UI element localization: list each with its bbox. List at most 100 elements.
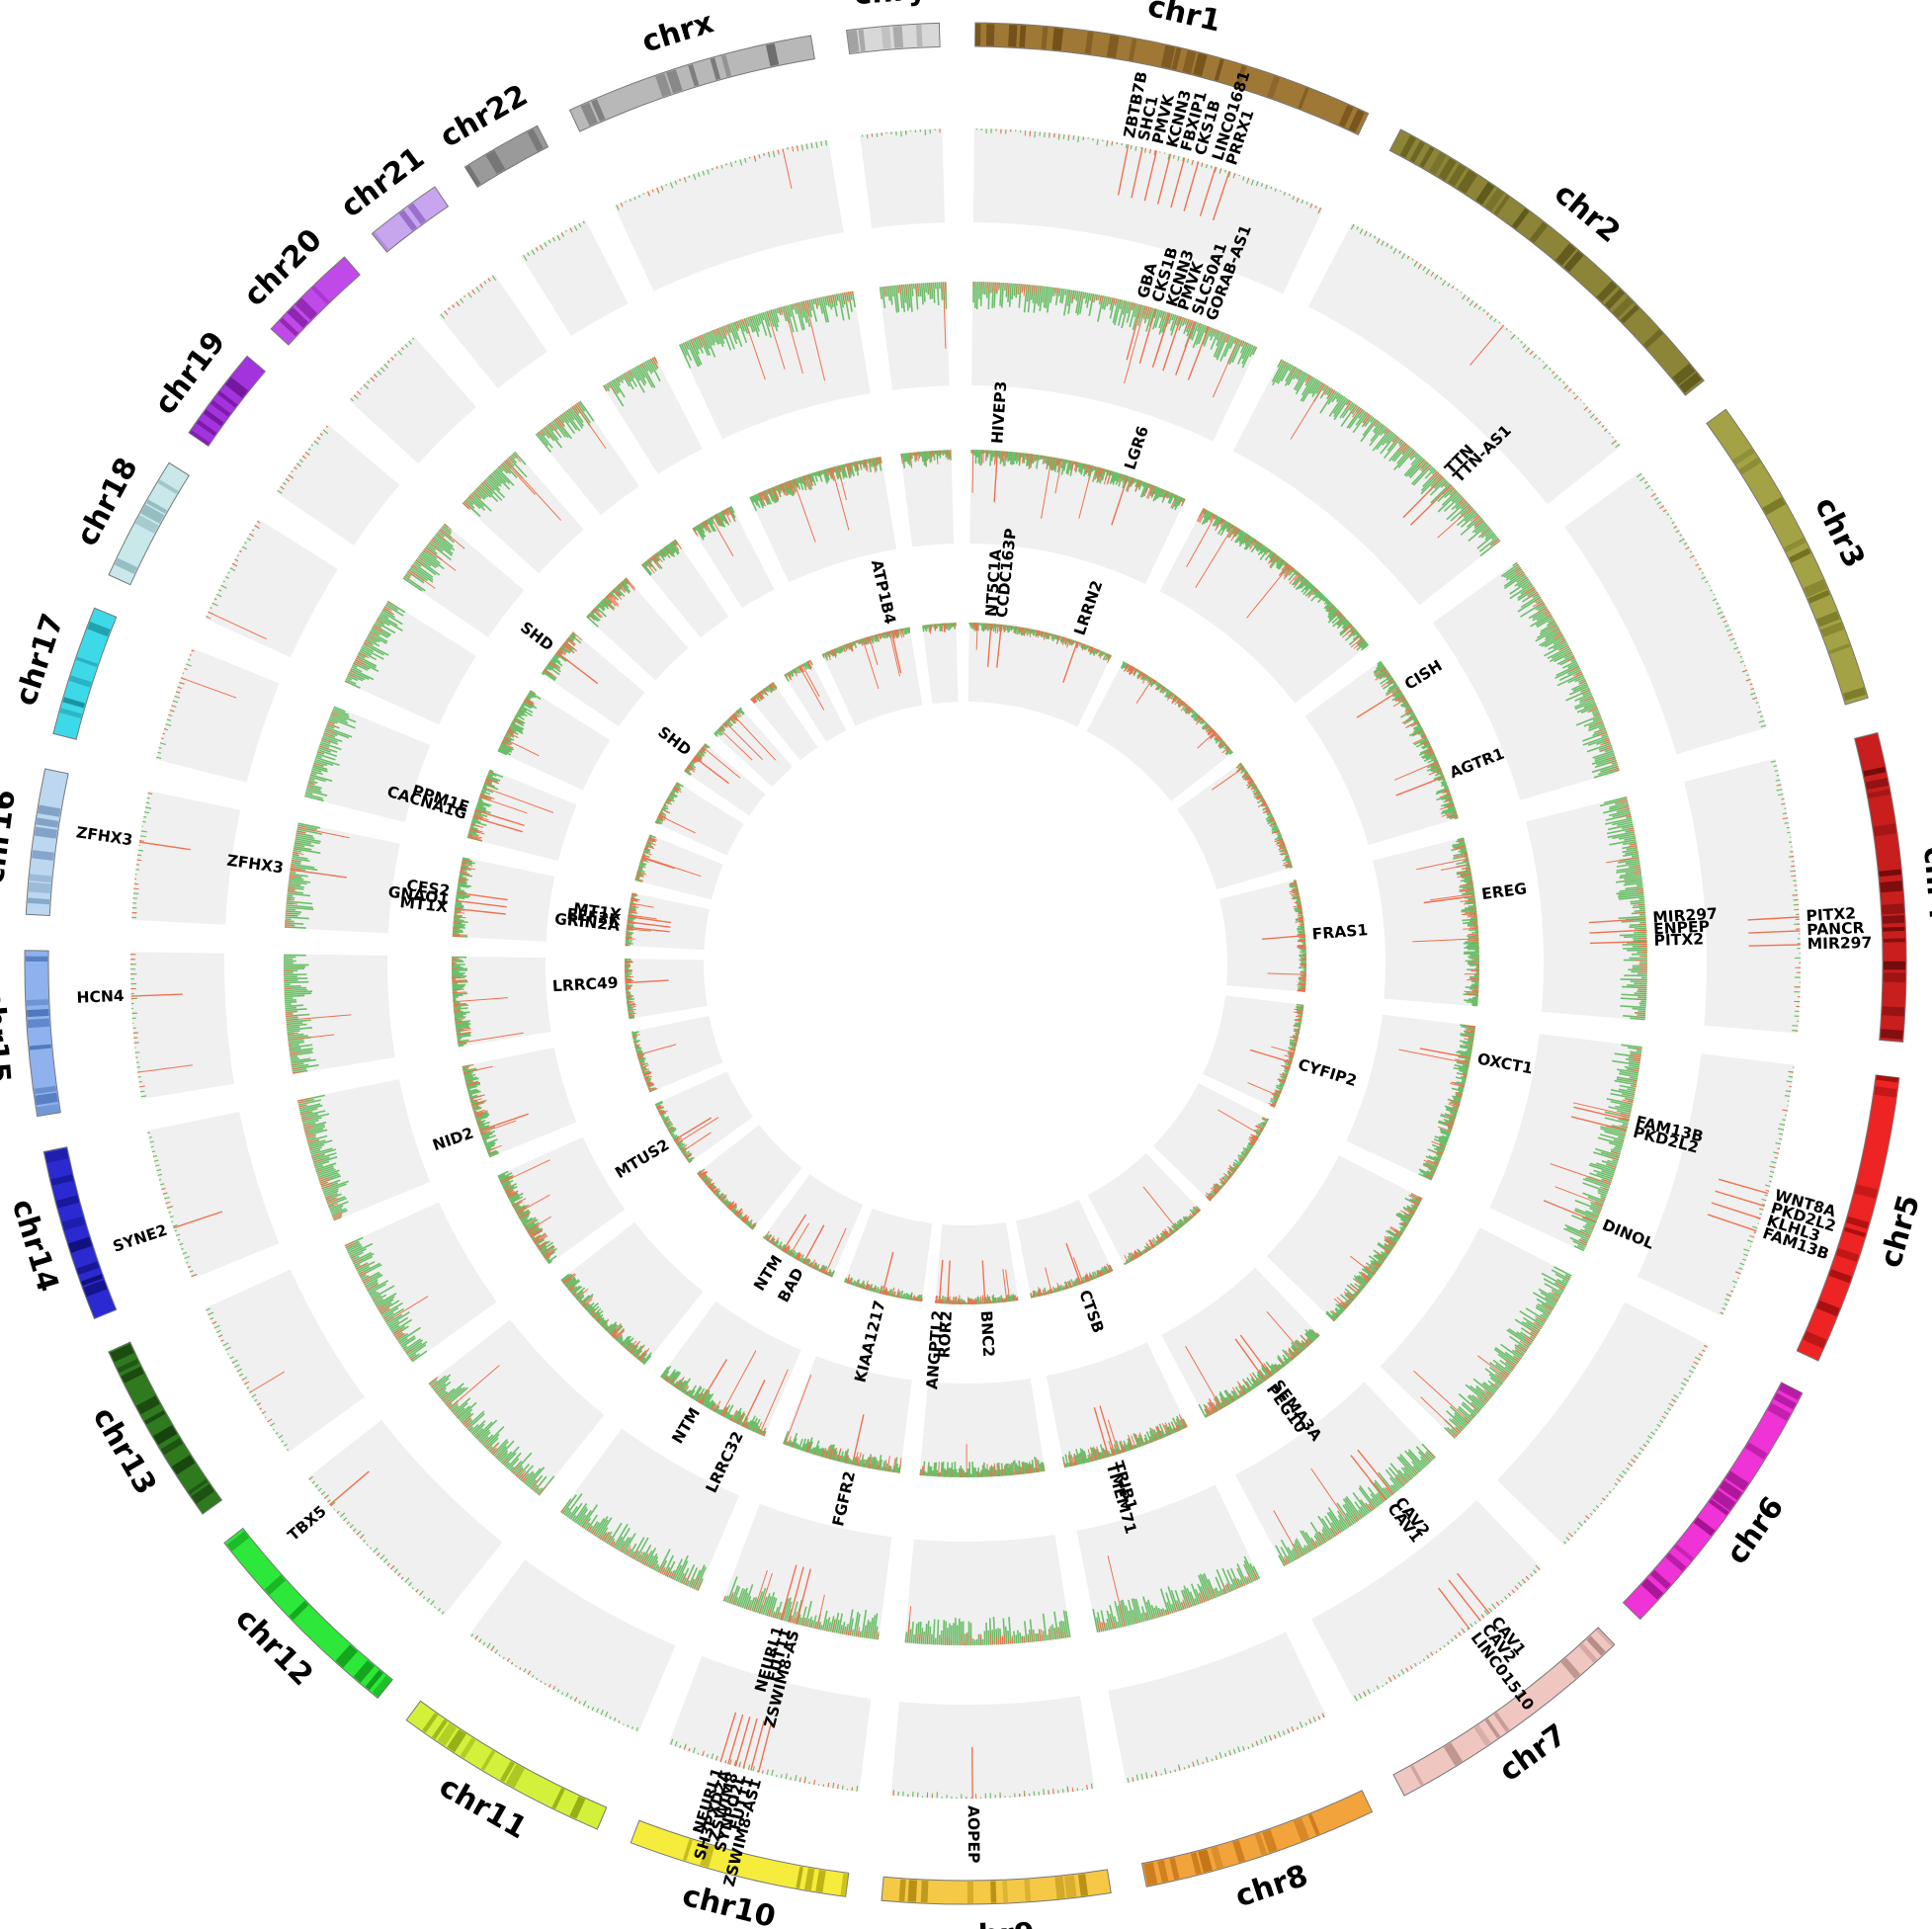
ideogram-band [398, 210, 417, 231]
gene-spike [1138, 308, 1157, 365]
ideogram-band [157, 479, 179, 495]
series-green-bars [451, 956, 471, 1048]
gene-spike [782, 1214, 807, 1252]
ideogram-band [700, 1844, 715, 1868]
gene-label: EREG [1480, 880, 1528, 903]
ideogram-band [1008, 25, 1018, 47]
ideogram-band [580, 102, 598, 126]
gene-spike [130, 993, 183, 997]
ideogram-band [294, 297, 318, 320]
ideogram-band [1679, 372, 1703, 393]
series-red-bars [1063, 1413, 1188, 1468]
ideogram-band [34, 826, 57, 839]
ideogram-band [422, 1713, 439, 1733]
ideogram-band [1578, 1642, 1598, 1663]
gene-spike [1438, 1587, 1470, 1631]
gene-label: MT1X [399, 893, 449, 916]
gene-label: PITX2 [1653, 930, 1704, 950]
series-red-bars [684, 291, 854, 381]
ideogram-chr11 [405, 1700, 608, 1830]
gene-spike [1162, 316, 1182, 372]
ideogram-band [26, 956, 48, 963]
gene-spike [981, 1260, 986, 1304]
ideogram-band [1041, 27, 1049, 49]
ideogram-band [1193, 52, 1208, 77]
ideogram-band [591, 99, 606, 122]
gene-spike [628, 915, 671, 924]
gene-spike [454, 907, 506, 915]
series-red-bars [919, 1444, 1046, 1478]
series-red-bars [1398, 1025, 1476, 1180]
series-red-bars [1330, 1192, 1423, 1322]
gene-spike [1187, 326, 1210, 380]
track-background [900, 450, 955, 547]
track-background [697, 1125, 802, 1230]
track-background [147, 1112, 280, 1280]
ideogram-chr22 [463, 125, 549, 188]
gene-spike [719, 1712, 737, 1763]
series-red-bars [402, 523, 465, 589]
series-red-bars [147, 1132, 197, 1278]
ideogram-band [1493, 1712, 1510, 1732]
chromosome-label: chr15 [0, 987, 17, 1084]
series-green-bars [968, 623, 1113, 661]
ideogram-chrx [568, 35, 815, 132]
ideogram-band [1842, 687, 1867, 702]
series-red-bars [616, 145, 799, 208]
ideogram-band [1293, 1817, 1309, 1842]
ideogram-band [1493, 195, 1510, 215]
gene-spike [1711, 1202, 1761, 1219]
ideogram-chr9 [881, 1869, 1112, 1905]
track-background [714, 707, 794, 788]
series-red-bars [871, 128, 941, 137]
series-red-bars [588, 577, 635, 620]
ideogram-chr8 [1141, 1790, 1374, 1887]
ideogram-band [1051, 28, 1064, 51]
gene-spike [1573, 1106, 1630, 1122]
ideogram-band [1443, 1742, 1464, 1766]
series-red-bars [663, 1350, 789, 1437]
ideogram-band [1784, 538, 1806, 552]
chromosome-label: chry [853, 0, 928, 12]
track-background [586, 577, 689, 681]
ideogram-band [1298, 87, 1309, 110]
gene-spike [1151, 312, 1171, 369]
ideogram-band [1883, 961, 1905, 970]
track-background [1266, 1155, 1423, 1322]
ideogram-band [1484, 188, 1504, 211]
ideogram-band [480, 1750, 496, 1771]
track-background [1304, 660, 1459, 845]
track-background [1153, 1083, 1269, 1202]
ideogram-chr10 [630, 1819, 850, 1897]
gene-label: MTUS2 [612, 1135, 672, 1182]
ideogram-band [1865, 778, 1889, 791]
series-red-bars [1124, 1186, 1201, 1264]
ideogram-band [682, 1838, 693, 1862]
gene-label: MIR297 [1652, 905, 1719, 927]
gene-spike [1718, 1178, 1769, 1195]
gene-spike [673, 1117, 713, 1141]
ideogram-band [264, 1574, 287, 1596]
ideogram-band [881, 27, 891, 49]
gene-spike [1143, 150, 1157, 202]
ideogram-band [83, 1280, 108, 1298]
ideogram-band [121, 1366, 144, 1384]
ideogram-band [1803, 579, 1828, 598]
series-red-bars [935, 1269, 1019, 1305]
ideogram-band [1712, 1489, 1736, 1511]
gene-spike [1111, 475, 1130, 526]
track-background [722, 1503, 892, 1640]
ideogram-band [31, 850, 54, 861]
series-red-bars [462, 1063, 517, 1155]
gene-label: LRRC49 [551, 974, 619, 996]
series-red-bars [757, 457, 882, 543]
gene-spike [626, 926, 670, 933]
series-red-bars [892, 1784, 1088, 1799]
ideogram-band [1169, 1857, 1180, 1881]
series-red-bars [718, 710, 777, 761]
track-background [205, 519, 339, 658]
ideogram-band [1160, 44, 1176, 69]
ideogram-band [144, 1410, 166, 1425]
track-background [784, 659, 847, 742]
series-green-bars [879, 282, 948, 313]
